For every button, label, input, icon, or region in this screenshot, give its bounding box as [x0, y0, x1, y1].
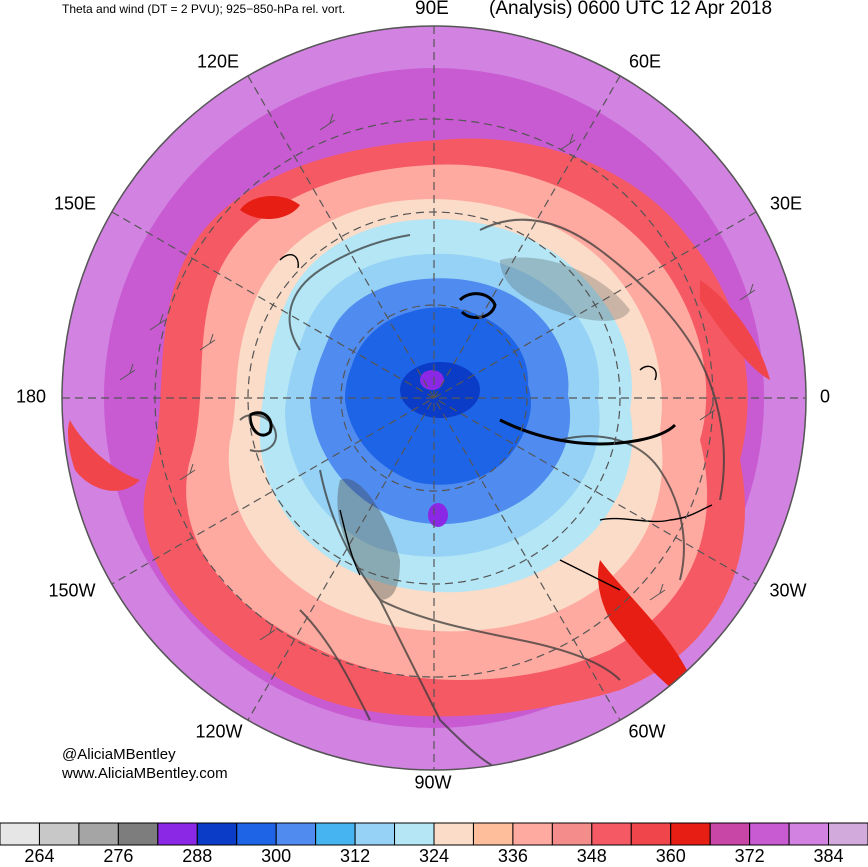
- colorbar-tick-label: 384: [813, 846, 844, 866]
- colorbar-swatch: [512, 822, 553, 846]
- colorbar-tick-label: 324: [418, 846, 450, 866]
- lon-label-180: 180: [15, 386, 47, 407]
- colorbar-swatch: [117, 822, 159, 846]
- land-shadow-eurasia: [500, 257, 630, 321]
- core-violet-2: [428, 503, 448, 527]
- colorbar-tick-label: 360: [655, 846, 686, 866]
- lon-label-150e: 150E: [53, 193, 97, 214]
- colorbar-tick-label: 276: [103, 846, 134, 866]
- credit-website: www.AliciaMBentley.com: [62, 765, 228, 782]
- colorbar-swatch: [630, 822, 672, 846]
- red-streak: [240, 195, 300, 220]
- colorbar-tick-label: 288: [182, 846, 213, 866]
- colorbar-swatch: [433, 822, 474, 846]
- lon-label-top: 90E: [415, 0, 449, 19]
- colorbar-swatch: [275, 822, 317, 846]
- colorbar-swatch: [196, 822, 238, 846]
- colorbar-tick-label: 372: [734, 846, 765, 866]
- lon-label-30w: 30W: [769, 580, 807, 601]
- lon-label-90w: 90W: [414, 772, 452, 793]
- colorbar-swatch: [591, 822, 632, 846]
- vorticity-contours: [248, 292, 677, 446]
- colorbar-swatch: [709, 822, 751, 846]
- colorbar-swatch: [354, 822, 396, 846]
- red-streak-4: [700, 280, 770, 380]
- vorticity-contours-thin: [279, 254, 713, 591]
- map-subtitle: Theta and wind (DT = 2 PVU); 925−850-hPa…: [62, 2, 346, 16]
- map-title: (Analysis) 0600 UTC 12 Apr 2018: [489, 0, 773, 19]
- coastlines: [239, 218, 725, 770]
- colorbar-swatch: [0, 822, 40, 846]
- lon-label-120e: 120E: [196, 51, 240, 72]
- colorbar-swatch: [472, 822, 514, 846]
- land-shadow-na: [337, 478, 400, 600]
- colorbar-swatch: [394, 822, 435, 846]
- red-streak-2: [598, 560, 700, 701]
- colorbar-tick-label: 312: [340, 846, 371, 866]
- lon-label-0: 0: [819, 386, 831, 407]
- colorbar-swatch: [828, 822, 868, 846]
- colorbar-swatch: [788, 822, 830, 846]
- colorbar-tick-label: 348: [576, 846, 607, 866]
- lon-label-30e: 30E: [769, 193, 803, 214]
- colorbar-swatch: [670, 822, 711, 846]
- lon-label-150w: 150W: [48, 580, 96, 601]
- core-blue: [400, 362, 480, 418]
- lon-label-60e: 60E: [628, 51, 662, 72]
- map-boundary: [61, 25, 807, 771]
- colorbar-swatch: [749, 822, 790, 846]
- lon-label-60w: 60W: [628, 721, 666, 742]
- credit-handle: @AliciaMBentley: [62, 746, 176, 763]
- colorbar-tick-label: 336: [497, 846, 528, 866]
- colorbar-tick-label: 264: [24, 846, 55, 866]
- graticule: [62, 26, 806, 770]
- lon-label-120w: 120W: [195, 721, 243, 742]
- colorbar-swatch: [315, 822, 356, 846]
- red-streak-3: [67, 420, 140, 491]
- colorbar-swatch: [157, 822, 198, 846]
- colorbar-swatch: [38, 822, 80, 846]
- colorbar-swatch: [551, 822, 593, 846]
- colorbar-swatch: [78, 822, 119, 846]
- colorbar: [0, 822, 868, 846]
- colorbar-tick-label: 300: [261, 846, 292, 866]
- colorbar-swatch: [236, 822, 277, 846]
